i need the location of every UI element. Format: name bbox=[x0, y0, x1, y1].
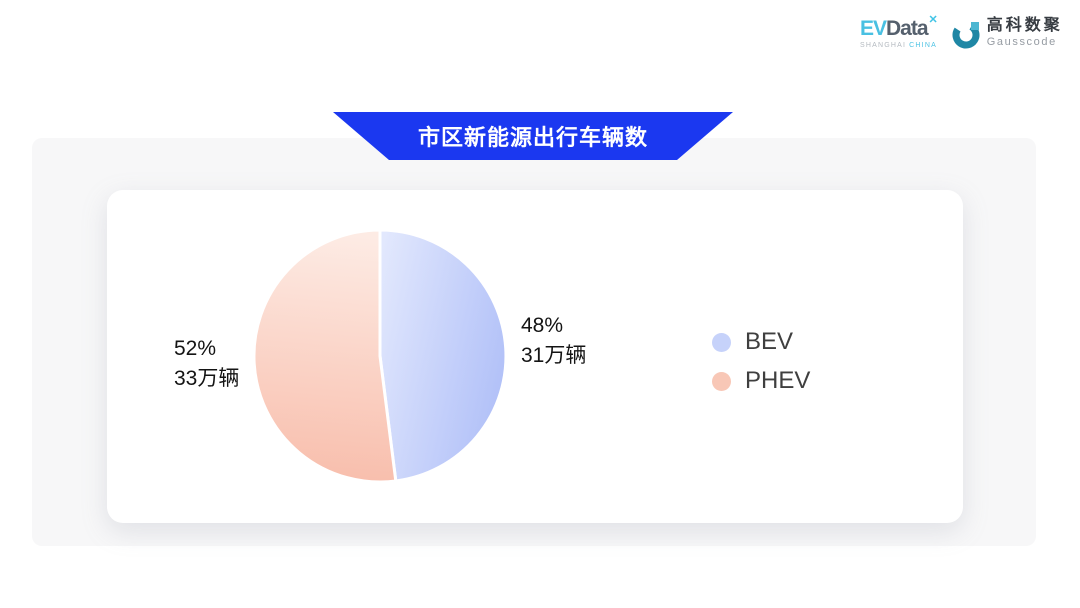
evdata-x-icon: ✕ bbox=[928, 14, 938, 26]
evdata-ev-text: EV bbox=[860, 17, 887, 40]
page-title: 市区新能源出行车辆数 bbox=[417, 125, 648, 150]
gausscode-icon bbox=[952, 21, 980, 49]
legend-item-phev[interactable]: PHEV bbox=[712, 367, 810, 395]
gausscode-logo: 高科数聚 Gausscode bbox=[952, 18, 1063, 50]
evdata-logo: EV Data ✕ SHANGHAI CHINA bbox=[860, 14, 938, 50]
legend-label-phev: PHEV bbox=[745, 367, 811, 394]
legend: BEV PHEV bbox=[712, 328, 810, 395]
pie-chart[interactable] bbox=[245, 221, 515, 491]
legend-dot-phev bbox=[712, 371, 731, 391]
evdata-subtext: SHANGHAI CHINA bbox=[860, 42, 938, 49]
bev-value-label: 31万辆 bbox=[521, 344, 587, 367]
chart-card bbox=[107, 190, 963, 523]
bev-percent-label: 48% bbox=[521, 314, 564, 337]
gausscode-en-text: Gausscode bbox=[986, 36, 1057, 48]
section-title-banner: 市区新能源出行车辆数 bbox=[333, 112, 733, 160]
pie-label-phev: 52% 33万辆 bbox=[174, 334, 239, 394]
evdata-subtext-shanghai: SHANGHAI bbox=[860, 42, 907, 49]
gausscode-text: 高科数聚 Gausscode bbox=[987, 18, 1063, 48]
phev-percent-label: 52% bbox=[174, 337, 217, 360]
evdata-data-text: Data bbox=[886, 17, 929, 40]
legend-label-bev: BEV bbox=[745, 328, 794, 355]
phev-value-label: 33万辆 bbox=[174, 367, 240, 390]
gausscode-cn-text: 高科数聚 bbox=[986, 17, 1063, 34]
evdata-wordmark: EV Data ✕ bbox=[860, 14, 938, 40]
header-logos: EV Data ✕ SHANGHAI CHINA 高科数聚 Gausscode bbox=[860, 14, 1070, 62]
pie-slice-phev[interactable] bbox=[252, 228, 398, 484]
legend-item-bev[interactable]: BEV bbox=[712, 328, 810, 356]
legend-dot-bev bbox=[712, 332, 731, 352]
pie-slice-bev[interactable] bbox=[378, 228, 508, 483]
evdata-subtext-china: CHINA bbox=[909, 42, 937, 49]
pie-label-bev: 48% 31万辆 bbox=[521, 311, 586, 371]
